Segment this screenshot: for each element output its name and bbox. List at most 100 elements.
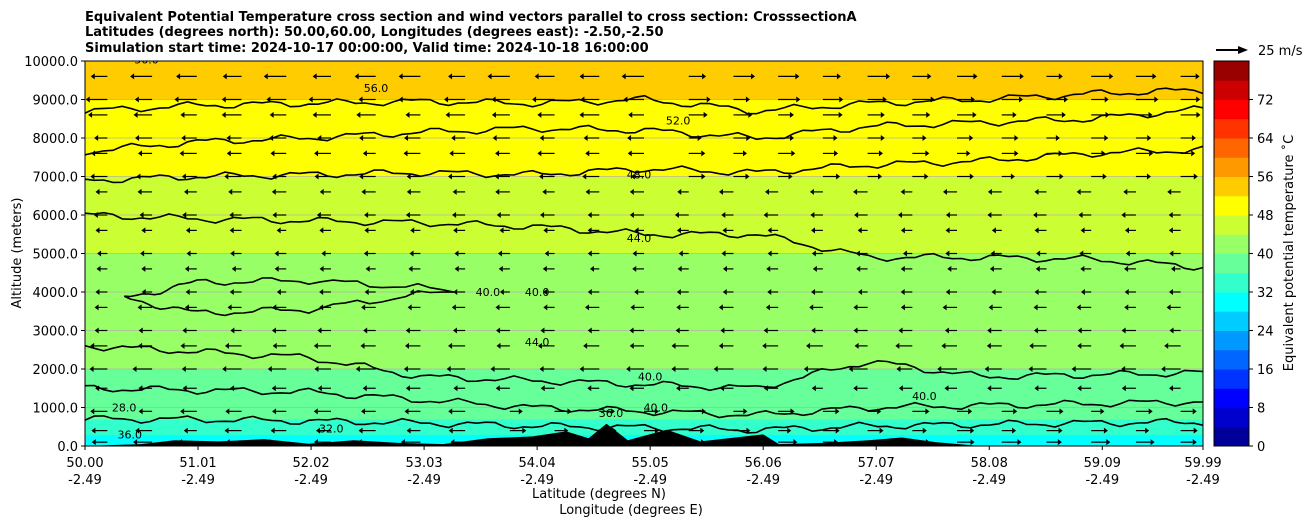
x-tick-label-lon: -2.49 xyxy=(68,473,102,488)
wind-vector-head xyxy=(135,135,140,141)
wind-vector-head xyxy=(987,212,992,218)
wind-vector-head xyxy=(271,385,276,392)
wind-vector-head xyxy=(543,227,548,234)
wind-vector-head xyxy=(925,150,930,157)
wind-vector-head xyxy=(94,327,99,334)
wind-vector-head xyxy=(1123,188,1128,195)
wind-vector-head xyxy=(703,111,708,118)
wind-vector-head xyxy=(944,327,949,334)
wind-vector-head xyxy=(313,342,318,349)
colorbar-segment xyxy=(1214,426,1249,447)
theta-e-band xyxy=(85,330,1203,370)
wind-vector-head xyxy=(179,150,184,157)
wind-vector-head xyxy=(1146,173,1151,180)
wind-vector-head xyxy=(451,304,456,311)
colorbar-segment xyxy=(1214,195,1249,216)
wind-vector-head xyxy=(1145,427,1150,434)
colorbar-segment xyxy=(1214,234,1249,254)
wind-vector-head xyxy=(444,96,449,103)
x-tick-label-lon: -2.49 xyxy=(746,473,780,488)
wind-vector-head xyxy=(1150,439,1155,446)
wind-vector-head xyxy=(276,227,281,234)
wind-vector-head xyxy=(1109,73,1114,80)
wind-vector-head xyxy=(1169,250,1174,257)
wind-vector-head xyxy=(1195,73,1200,80)
wind-vector-head xyxy=(496,327,501,334)
wind-vector-head xyxy=(225,408,230,415)
contour-label: 40.0 xyxy=(912,390,937,403)
wind-vector-head xyxy=(626,366,631,372)
wind-vector-head xyxy=(1149,150,1154,157)
wind-vector-head xyxy=(138,327,143,334)
wind-vector-head xyxy=(806,342,811,349)
wind-vector-head xyxy=(96,265,101,272)
wind-vector-head xyxy=(1101,150,1106,157)
wind-vector-head xyxy=(137,188,142,195)
wind-vector-head xyxy=(991,227,996,234)
wind-vector-head xyxy=(410,227,415,234)
wind-vector-head xyxy=(540,327,545,334)
wind-vector-head xyxy=(886,73,891,80)
wind-vector-head xyxy=(922,427,927,434)
wind-vector-head xyxy=(363,327,368,334)
wind-vector-head xyxy=(718,188,723,195)
wind-vector-head xyxy=(358,96,363,103)
wind-vector-head xyxy=(1124,289,1129,295)
wind-vector-head xyxy=(811,250,816,257)
contour-label: 40.0 xyxy=(476,286,501,299)
wind-vector-head xyxy=(362,385,367,392)
wind-vector-head xyxy=(582,173,587,180)
wind-vector-head xyxy=(90,173,95,180)
wind-vector-head xyxy=(587,227,592,234)
wind-vector-head xyxy=(969,173,974,180)
wind-vector-head xyxy=(312,111,317,118)
x-tick-label-lon: -2.49 xyxy=(407,473,441,488)
wind-vector-head xyxy=(763,212,768,218)
theta-e-band xyxy=(85,369,1203,401)
wind-vector-head xyxy=(654,427,659,434)
x-tick-label-lon: -2.49 xyxy=(1186,473,1220,488)
wind-vector-head xyxy=(226,135,231,141)
wind-vector-head xyxy=(1078,212,1083,218)
x-tick-label-lat: 50.00 xyxy=(66,456,103,471)
wind-vector-head xyxy=(181,366,186,372)
wind-vector-head xyxy=(1102,173,1107,180)
chart-title-line-1: Equivalent Potential Temperature cross s… xyxy=(85,10,857,25)
wind-vector-head xyxy=(853,304,858,311)
wind-vector-head xyxy=(364,212,369,218)
colorbar-tick-label: 40 xyxy=(1257,248,1274,263)
x-tick-label-lat: 59.99 xyxy=(1184,456,1221,471)
wind-vector-head xyxy=(585,188,590,195)
colorbar xyxy=(1214,61,1249,447)
wind-vector-head xyxy=(1034,385,1039,392)
wind-vector-head xyxy=(228,188,233,195)
wind-vector-head xyxy=(224,173,229,180)
wind-vector-head xyxy=(1100,408,1105,415)
wind-vector-head xyxy=(452,327,457,334)
wind-vector-head xyxy=(990,250,995,257)
wind-vector-head xyxy=(900,188,905,195)
wind-vector-head xyxy=(272,212,277,218)
wind-vector-head xyxy=(314,173,319,180)
wind-vector-head xyxy=(924,173,929,180)
wind-vector-head xyxy=(308,96,313,103)
x-axis-ticks: 50.00 -2.49 51.01 -2.49 52.02 -2.49 53.03 -2.49… xyxy=(66,446,1222,488)
x-axis-label-latitude: Latitude (degrees N) xyxy=(532,487,666,502)
wind-vector-head xyxy=(1034,188,1039,195)
wind-vector-head xyxy=(723,265,728,272)
wind-vector-head xyxy=(360,342,365,349)
wind-vector-head xyxy=(880,135,885,141)
wind-vector-head xyxy=(984,366,989,372)
wind-vector-head xyxy=(629,327,634,334)
wind-vector-head xyxy=(583,135,588,141)
wind-vector-head xyxy=(1103,427,1108,434)
wind-vector-head xyxy=(989,265,994,272)
contour-label: 40.0 xyxy=(638,371,663,384)
wind-vector-head xyxy=(314,366,319,372)
x-tick-label-lat: 55.05 xyxy=(632,456,669,471)
wind-vector-head xyxy=(88,111,93,118)
wind-vector-head xyxy=(497,250,502,257)
wind-vector-head xyxy=(697,135,702,141)
wind-vector-head xyxy=(1077,342,1082,349)
wind-vector-head xyxy=(181,173,186,180)
